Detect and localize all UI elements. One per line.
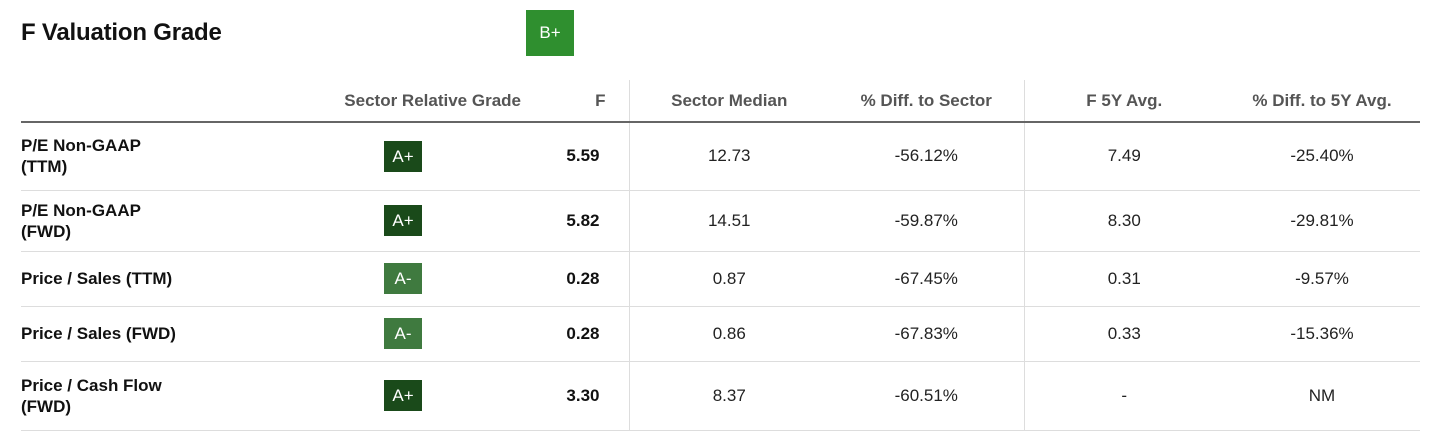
sector-median-cell: 0.87 [629,251,829,307]
grade-badge: A- [384,318,422,349]
sector-relative-grade-cell: A+ [221,122,559,191]
pct-diff-sector-cell: -67.83% [829,306,1025,362]
grade-badge: A+ [384,380,422,411]
value-cell: 5.59 [559,122,630,191]
col-header-5y-avg[interactable]: F 5Y Avg. [1024,80,1224,123]
avg-5y-cell: 0.33 [1024,306,1224,362]
overall-grade-wrapper: B+ [263,10,574,56]
sector-median-cell: 0.86 [629,306,829,362]
sector-median-cell: 14.51 [629,190,829,252]
metric-name-line2: (TTM) [21,157,68,177]
pct-diff-5y-cell: -29.81% [1224,190,1420,252]
grade-badge: A- [384,263,422,294]
col-header-value[interactable]: F [559,80,630,123]
metric-name-line2: (FWD) [21,396,72,416]
avg-5y-cell: - [1024,361,1224,431]
pct-diff-5y-cell: NM [1224,361,1420,431]
avg-5y-cell: 8.30 [1024,190,1224,252]
grade-badge: A+ [384,140,422,172]
pct-diff-5y-cell: -9.57% [1224,251,1420,307]
col-header-metric [21,80,221,123]
table-row: Price / Cash Flow (FWD) A+ 3.30 8.37 -60.51% -… [21,361,1420,431]
avg-5y-cell: 7.49 [1024,122,1224,191]
pct-diff-sector-cell: -56.12% [829,122,1025,191]
sector-relative-grade-cell: A- [221,306,559,362]
table-header-row: Sector Relative Grade F Sector Median % … [21,80,1420,123]
table-row: Price / Sales (FWD) A- 0.28 0.86 -67.83% 0.33… [21,306,1420,362]
header: F Valuation Grade [21,10,222,56]
valuation-table: Sector Relative Grade F Sector Median % … [21,80,1420,431]
table-row: P/E Non-GAAP (TTM) A+ 5.59 12.73 -56.12% 7.49-… [21,122,1420,191]
grade-badge: A+ [384,205,422,236]
col-header-pct-diff-5y[interactable]: % Diff. to 5Y Avg. [1224,80,1420,123]
pct-diff-sector-cell: -67.45% [829,251,1025,307]
col-header-sector-median[interactable]: Sector Median [629,80,829,123]
sector-median-cell: 8.37 [629,361,829,431]
pct-diff-5y-cell: -15.36% [1224,306,1420,362]
metric-name-cell[interactable]: Price / Sales (TTM) [21,251,221,307]
metric-name-line1: P/E Non-GAAP [21,200,141,220]
metric-name-line1: Price / Cash Flow [21,375,162,395]
pct-diff-sector-cell: -59.87% [829,190,1025,252]
value-cell: 0.28 [559,306,630,362]
metric-name-line1: Price / Sales (FWD) [21,324,176,343]
page-title: F Valuation Grade [21,19,222,46]
table-row: P/E Non-GAAP (FWD) A+ 5.82 14.51 -59.87% 8.30-… [21,190,1420,252]
table-body: P/E Non-GAAP (TTM) A+ 5.59 12.73 -56.12% 7.49-… [21,122,1420,431]
metric-name-cell[interactable]: P/E Non-GAAP (FWD) [21,190,221,252]
metric-name-cell[interactable]: P/E Non-GAAP (TTM) [21,122,221,191]
avg-5y-cell: 0.31 [1024,251,1224,307]
sector-median-cell: 12.73 [629,122,829,191]
value-cell: 0.28 [559,251,630,307]
metric-name-line2: (FWD) [21,221,72,241]
col-header-sector-relative-grade[interactable]: Sector Relative Grade [221,80,559,123]
pct-diff-5y-cell: -25.40% [1224,122,1420,191]
sector-relative-grade-cell: A- [221,251,559,307]
value-cell: 3.30 [559,361,630,431]
metric-name-cell[interactable]: Price / Cash Flow (FWD) [21,361,221,431]
metric-name-cell[interactable]: Price / Sales (FWD) [21,306,221,362]
col-header-pct-diff-sector[interactable]: % Diff. to Sector [829,80,1025,123]
sector-relative-grade-cell: A+ [221,361,559,431]
table-row: Price / Sales (TTM) A- 0.28 0.87 -67.45% 0.31… [21,251,1420,307]
overall-grade-badge: B+ [526,10,574,56]
metric-name-line1: Price / Sales (TTM) [21,269,173,288]
sector-relative-grade-cell: A+ [221,190,559,252]
value-cell: 5.82 [559,190,630,252]
metric-name-line1: P/E Non-GAAP [21,136,141,156]
pct-diff-sector-cell: -60.51% [829,361,1025,431]
